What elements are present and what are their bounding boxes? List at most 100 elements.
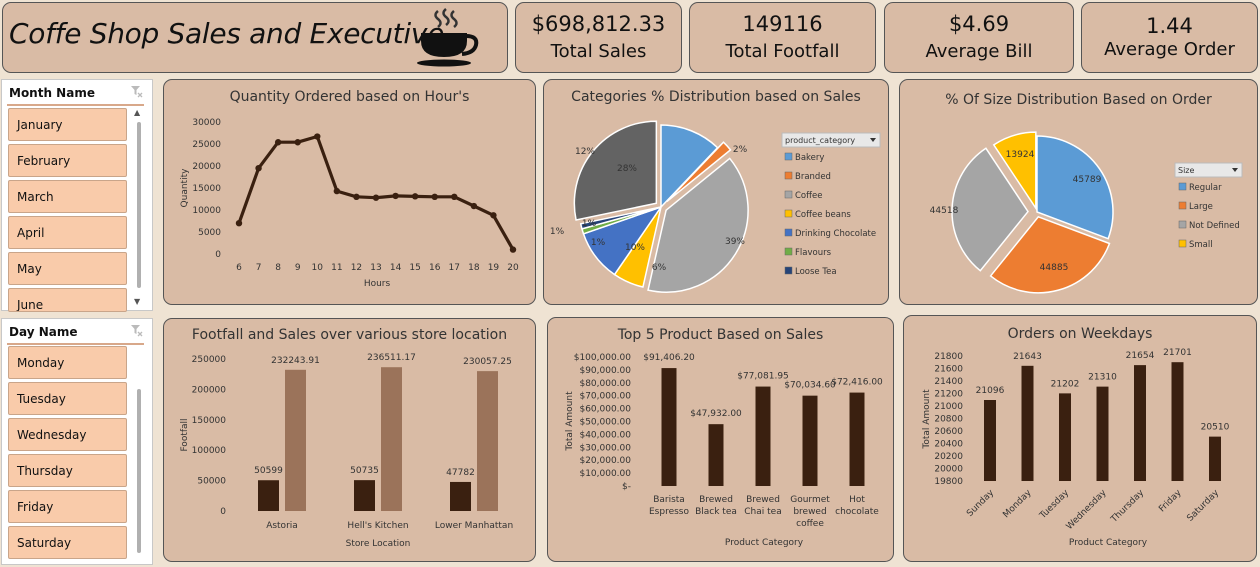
x-tick-label: Wednesday [1065,488,1109,532]
store-location-chart-panel: Footfall and Sales over various store lo… [163,318,536,562]
bar [755,386,771,486]
data-label: 1% [582,219,597,229]
x-tick-label: 10 [312,263,324,273]
data-label: 21310 [1088,373,1117,383]
x-tick-label: 15 [409,263,420,273]
bar [849,392,865,486]
store-location-bar-chart: 0 50000 100000 150000 200000 250000 Footfall St… [180,353,513,549]
scroll-down-icon[interactable]: ▼ [134,297,141,306]
legend-item-label: Large [1189,202,1213,212]
day-slicer[interactable]: Day Name Monday Tuesday Wednesday Thursd… [1,318,153,565]
data-label: 28% [617,164,637,174]
y-tick-label: 20200 [934,452,963,462]
day-slicer-scrollbar[interactable] [136,385,142,557]
x-tick-label: Brewed [699,495,733,505]
slicer-item-thursday[interactable]: Thursday [8,454,127,487]
x-tick-label: 17 [449,263,460,273]
slicer-item-friday[interactable]: Friday [8,490,127,523]
slicer-item-wednesday[interactable]: Wednesday [8,418,127,451]
kpi-value: $4.69 [948,12,1010,36]
x-tick-label: Barista [653,495,685,505]
data-point [451,193,458,200]
y-tick-label: 250000 [192,355,227,365]
category-distribution-chart-panel: Categories % Distribution based on Sales… [543,79,889,305]
slicer-item-march[interactable]: March [8,180,127,213]
y-tick-label: 20000 [192,162,221,172]
hourly-quantity-line-chart: 0 5000 10000 15000 20000 25000 30000 6 7 8 9 10 11 12… [180,118,519,289]
x-tick-label: Friday [1157,488,1184,515]
data-label: 44518 [930,206,959,216]
data-label: $70,034.60 [784,381,836,391]
series-line [237,134,515,251]
legend-swatch [1178,239,1187,248]
data-point [314,133,321,140]
x-tick-label: Chai tea [744,507,781,517]
legend-item-label: Small [1189,240,1213,250]
legend-swatch [784,171,793,180]
data-point [392,192,399,200]
clear-filter-icon[interactable] [130,85,143,98]
legend-item-label: Not Defined [1189,221,1240,231]
x-tick-label: 6 [236,263,242,273]
scrollbar-thumb[interactable] [137,122,141,288]
x-tick-label: brewed [793,507,826,517]
legend-item-label: Coffee beans [795,210,851,220]
y-tick-label: 20600 [934,427,963,437]
x-tick-label: 12 [351,263,362,273]
month-slicer-scrollbar[interactable]: ▲ ▼ [134,108,142,306]
kpi-value: $698,812.33 [531,12,666,36]
x-tick-label: 8 [275,263,281,273]
y-tick-label: 19800 [934,477,963,487]
data-point [411,193,419,200]
y-tick-label: $30,000.00 [579,443,631,453]
data-label: 13924 [1006,150,1035,160]
month-slicer[interactable]: Month Name January February March April … [1,79,153,312]
data-label: 50735 [350,466,379,476]
category-pie-chart: 12% 2% 39% 6% 10% 1% 1% 28% 1% product_category Ba… [550,120,881,293]
data-label: 1% [591,238,606,248]
data-label: $47,932.00 [690,409,742,419]
y-tick-label: $80,000.00 [579,379,631,389]
pie-slice-small [992,131,1037,211]
y-axis-label: Quantity [180,168,190,208]
y-tick-label: $40,000.00 [579,430,631,440]
data-point [353,193,360,200]
data-point [509,246,517,253]
slicer-item-june[interactable]: June [8,288,127,312]
x-tick-label: 18 [468,263,480,273]
slicer-item-saturday[interactable]: Saturday [8,526,127,559]
scrollbar-thumb[interactable] [137,389,141,553]
kpi-label: Average Order [1104,39,1235,60]
slicer-item-february[interactable]: February [8,144,127,177]
data-label: 21202 [1051,379,1080,389]
y-axis-label: Total Amount [565,391,575,452]
x-tick-label: 9 [295,263,301,273]
slicer-item-may[interactable]: May [8,252,127,285]
scroll-up-icon[interactable]: ▲ [134,108,141,117]
pie-slice-coffee [647,157,749,293]
y-axis-label: Footfall [180,418,190,451]
slicer-item-january[interactable]: January [8,108,127,141]
bar [708,424,724,486]
pie-slice-large [989,215,1111,294]
data-point [372,194,380,201]
chart-title: Orders on Weekdays [1007,326,1153,342]
slicer-item-tuesday[interactable]: Tuesday [8,382,127,415]
x-tick-label: Lower Manhattan [435,521,513,531]
slicer-item-monday[interactable]: Monday [8,346,127,379]
legend-title: Size [1178,166,1195,175]
hourly-quantity-chart-panel: Quantity Ordered based on Hour's 0 5000 10… [163,79,536,305]
x-axis-label: Hours [364,279,391,289]
weekday-orders-chart-panel: Orders on Weekdays 19800 20000 20200 20400 2… [903,315,1257,562]
data-label: $77,081.95 [737,372,789,382]
legend-item-label: Drinking Chocolate [795,229,876,239]
legend-item-label: Flavours [795,248,832,258]
slicer-item-april[interactable]: April [8,216,127,249]
pie-slice-regular [1036,135,1114,240]
x-tick-label: 20 [507,263,519,273]
clear-filter-icon[interactable] [130,324,143,337]
page-title: Coffe Shop Sales and Executive [9,17,445,50]
bar [285,369,306,511]
data-label: $72,416.00 [831,378,883,388]
data-label: 230057.25 [463,357,512,367]
